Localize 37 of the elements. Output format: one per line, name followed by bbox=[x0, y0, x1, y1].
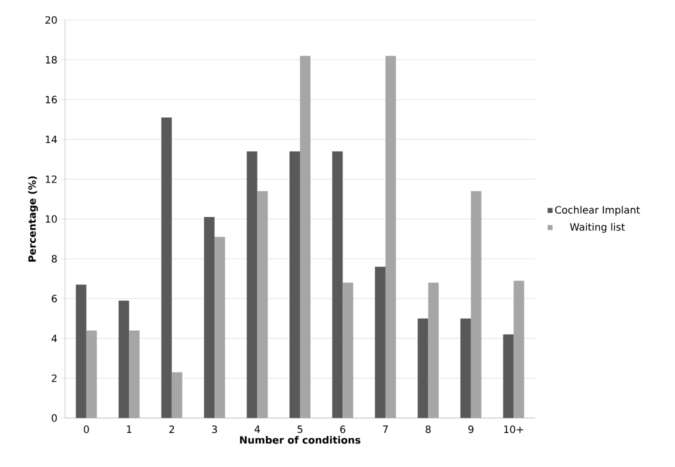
x-tick-label: 8 bbox=[426, 426, 431, 434]
bar bbox=[374, 266, 386, 418]
x-tick-label: 6 bbox=[340, 426, 346, 434]
y-tick-label: 20 bbox=[45, 16, 57, 24]
bar bbox=[246, 151, 258, 418]
legend-label: Waiting list bbox=[570, 222, 625, 233]
y-tick-label: 12 bbox=[46, 175, 56, 183]
x-tick-label: 1 bbox=[127, 426, 132, 433]
y-tick-label: 4 bbox=[52, 334, 57, 342]
bar bbox=[332, 151, 343, 418]
bar bbox=[161, 118, 172, 418]
legend-label: Cochlear Implant bbox=[555, 206, 640, 216]
bar bbox=[204, 217, 215, 418]
y-tick-label: 18 bbox=[46, 56, 57, 64]
y-tick-label: 8 bbox=[52, 255, 57, 263]
x-tick-label: 4 bbox=[254, 426, 260, 433]
y-tick-label: 6 bbox=[52, 294, 57, 302]
x-tick-label: 3 bbox=[212, 426, 217, 434]
x-tick-label: 5 bbox=[298, 426, 302, 433]
bar bbox=[290, 151, 300, 418]
y-tick-label: 16 bbox=[46, 96, 57, 104]
x-axis-title: Number of conditions bbox=[240, 436, 360, 444]
x-tick-label: 2 bbox=[169, 426, 174, 433]
x-tick-label: 9 bbox=[468, 426, 474, 434]
bar bbox=[118, 300, 130, 418]
x-tick-label: 10+ bbox=[504, 426, 524, 434]
bar bbox=[460, 318, 471, 418]
y-tick-label: 0 bbox=[52, 414, 57, 422]
bar bbox=[418, 318, 428, 418]
x-tick-label: 0 bbox=[84, 426, 89, 434]
bar bbox=[76, 284, 86, 418]
y-tick-label: 2 bbox=[52, 374, 56, 382]
bar bbox=[503, 334, 514, 418]
y-tick-label: 14 bbox=[46, 136, 57, 144]
x-tick-label: 7 bbox=[383, 426, 388, 433]
y-tick-label: 10 bbox=[46, 215, 57, 223]
y-axis-title: Percentage (%) bbox=[28, 176, 38, 262]
